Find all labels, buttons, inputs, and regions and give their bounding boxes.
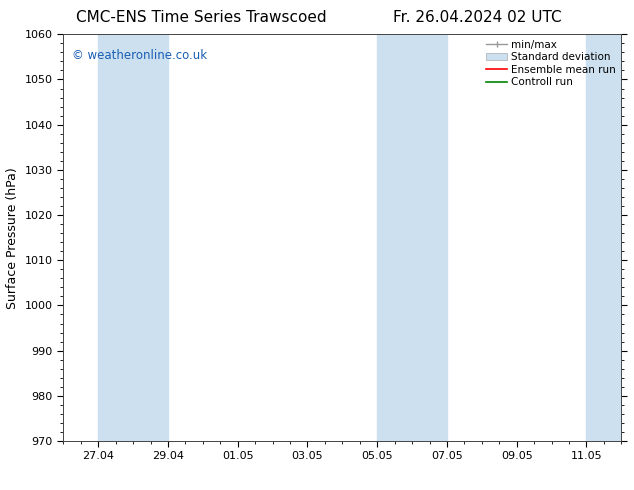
Legend: min/max, Standard deviation, Ensemble mean run, Controll run: min/max, Standard deviation, Ensemble me…	[484, 37, 618, 89]
Title: CMC-ENS Time Series Trawscoed          Fr. 26.04.2024 02 UTC: CMC-ENS Time Series Trawscoed Fr. 26.04.…	[0, 489, 1, 490]
Y-axis label: Surface Pressure (hPa): Surface Pressure (hPa)	[6, 167, 19, 309]
Text: Fr. 26.04.2024 02 UTC: Fr. 26.04.2024 02 UTC	[393, 10, 562, 24]
Text: CMC-ENS Time Series Trawscoed: CMC-ENS Time Series Trawscoed	[76, 10, 327, 24]
Text: © weatheronline.co.uk: © weatheronline.co.uk	[72, 49, 207, 62]
Bar	[377, 34, 447, 441]
Bar	[98, 34, 168, 441]
Bar	[586, 34, 621, 441]
